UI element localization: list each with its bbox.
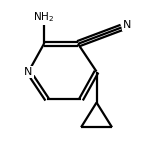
Text: N: N: [123, 20, 132, 30]
Text: N: N: [24, 67, 33, 77]
Text: NH$_2$: NH$_2$: [33, 11, 55, 24]
